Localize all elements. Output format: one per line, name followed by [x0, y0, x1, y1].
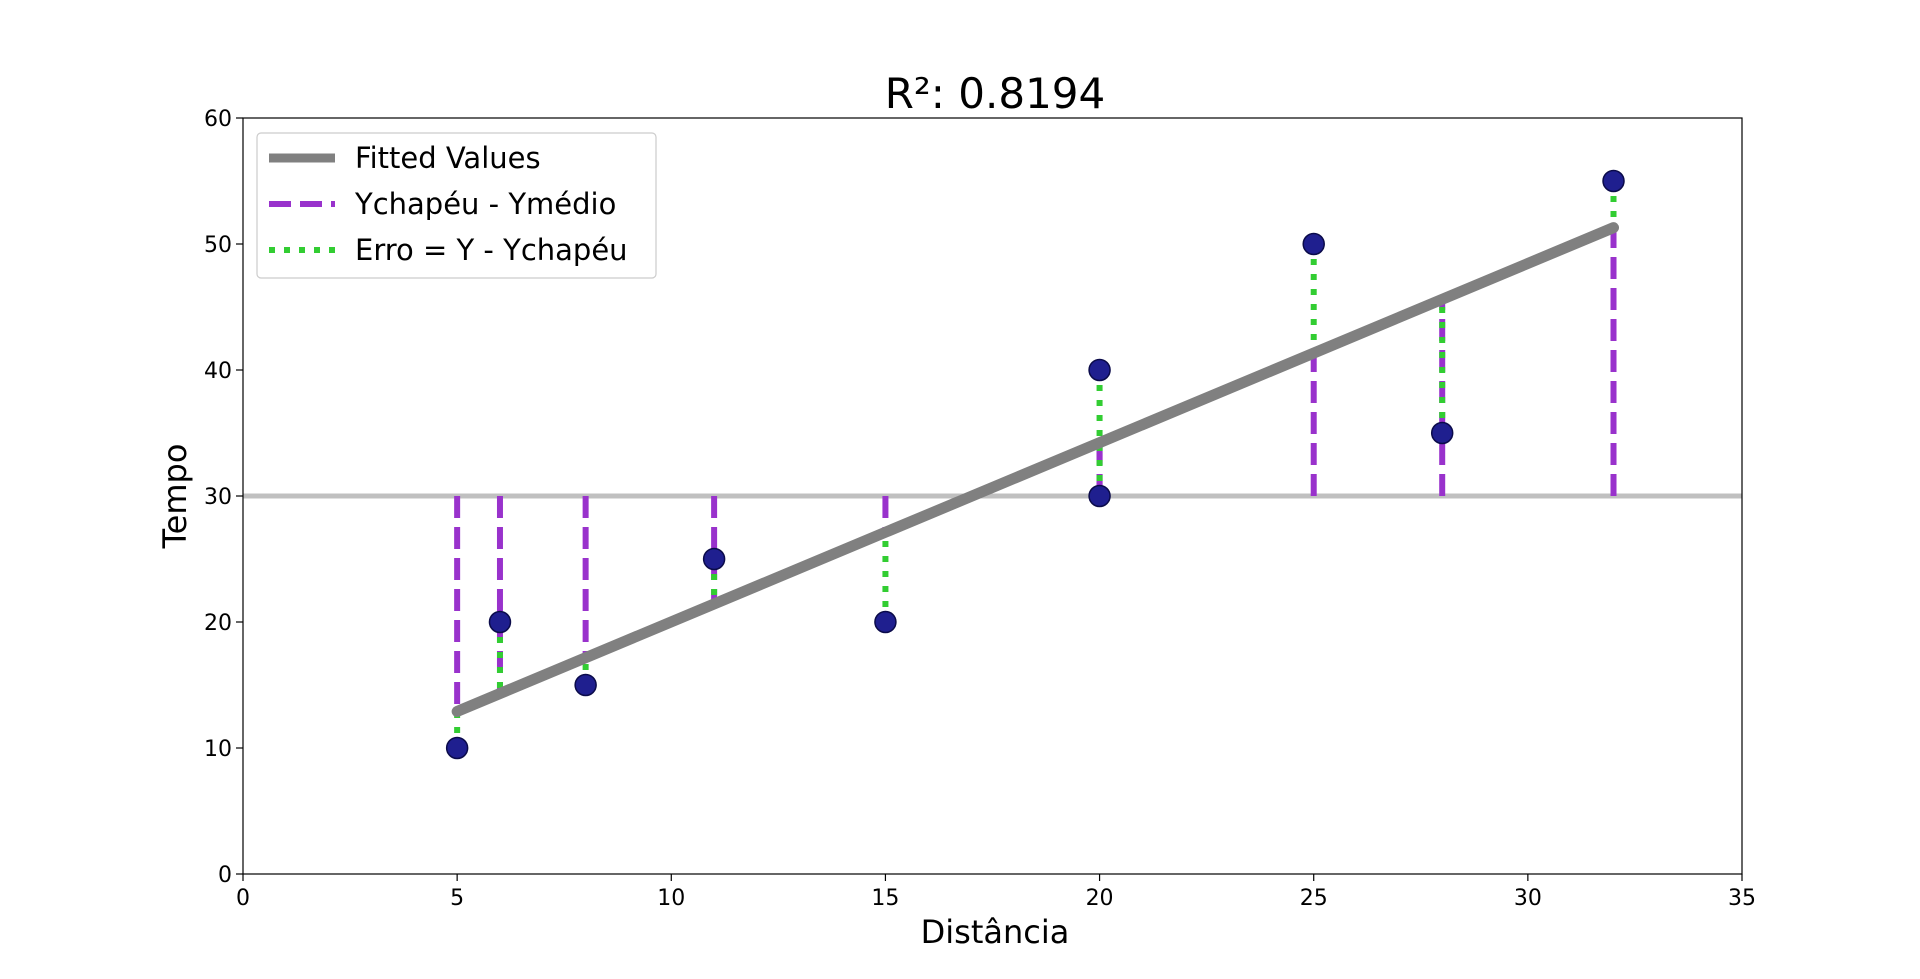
plot-area — [243, 169, 1742, 760]
x-tick-label: 10 — [657, 886, 685, 911]
x-tick-label: 35 — [1728, 886, 1756, 911]
y-tick-label: 30 — [204, 485, 232, 510]
x-tick-label: 30 — [1514, 886, 1542, 911]
y-axis-label: Tempo — [156, 444, 194, 550]
x-axis-label: Distância — [921, 913, 1070, 951]
y-tick-label: 50 — [204, 233, 232, 258]
y-tick-label: 20 — [204, 611, 232, 636]
y-tick-label: 60 — [204, 107, 232, 132]
x-tick-label: 0 — [236, 886, 250, 911]
y-tick-label: 0 — [218, 863, 232, 888]
axes: 0 5 10 15 20 25 30 35 0 10 20 30 40 50 60 — [204, 107, 1756, 911]
legend-label: Ychapéu - Ymédio — [354, 187, 616, 221]
x-tick-label: 5 — [450, 886, 464, 911]
legend-label: Erro = Y - Ychapéu — [355, 233, 628, 267]
data-point — [488, 610, 512, 634]
x-tick-label: 20 — [1086, 886, 1114, 911]
x-tick-label: 15 — [871, 886, 899, 911]
y-tick-label: 40 — [204, 359, 232, 384]
data-point — [1430, 421, 1454, 445]
data-point — [702, 547, 726, 571]
fitted-line — [451, 222, 1620, 717]
data-point — [1088, 358, 1111, 382]
legend: Fitted Values Ychapéu - Ymédio Erro = Y - … — [256, 132, 657, 279]
legend-label: Fitted Values — [355, 141, 541, 175]
data-point — [445, 736, 469, 760]
data-point — [1088, 484, 1111, 508]
legend-box — [256, 132, 657, 279]
data-point — [874, 610, 897, 634]
x-tick-label: 25 — [1300, 886, 1328, 911]
y-tick-label: 10 — [204, 737, 232, 762]
data-point — [1602, 169, 1625, 193]
data-point — [574, 673, 597, 697]
chart-title: R²: 0.8194 — [885, 69, 1105, 118]
data-point — [1302, 232, 1325, 256]
